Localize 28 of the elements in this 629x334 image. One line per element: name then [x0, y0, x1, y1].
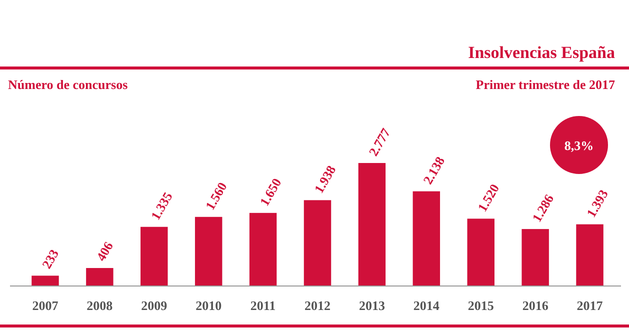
bar — [522, 229, 549, 286]
x-tick-label: 2015 — [468, 298, 494, 313]
x-tick-label: 2007 — [32, 298, 59, 313]
chart-subtitle: Número de concursos — [8, 77, 128, 92]
bar — [304, 200, 332, 286]
bar — [576, 224, 604, 286]
bar — [140, 226, 168, 286]
bar — [358, 163, 386, 286]
bar — [467, 218, 494, 286]
bar — [32, 276, 59, 286]
bar — [86, 268, 114, 286]
x-tick-label: 2009 — [141, 298, 168, 313]
x-tick-label: 2008 — [86, 298, 114, 313]
x-tick-label: 2014 — [413, 298, 440, 313]
x-tick-label: 2013 — [358, 298, 386, 313]
chart-title: Insolvencias España — [468, 43, 616, 62]
x-tick-label: 2012 — [304, 298, 330, 313]
data-label: 406 — [93, 238, 116, 264]
x-tick-label: 2016 — [522, 298, 549, 313]
x-tick-label: 2010 — [196, 298, 222, 313]
bar — [249, 212, 277, 286]
x-tick-label: 2011 — [250, 298, 276, 313]
x-tick-label: 2017 — [576, 298, 604, 313]
text: Primer trimestre de 2017 — [476, 77, 616, 92]
data-label: 233 — [38, 246, 62, 272]
text: 8,3% — [564, 138, 594, 153]
bar — [412, 191, 440, 286]
bar — [194, 216, 222, 286]
